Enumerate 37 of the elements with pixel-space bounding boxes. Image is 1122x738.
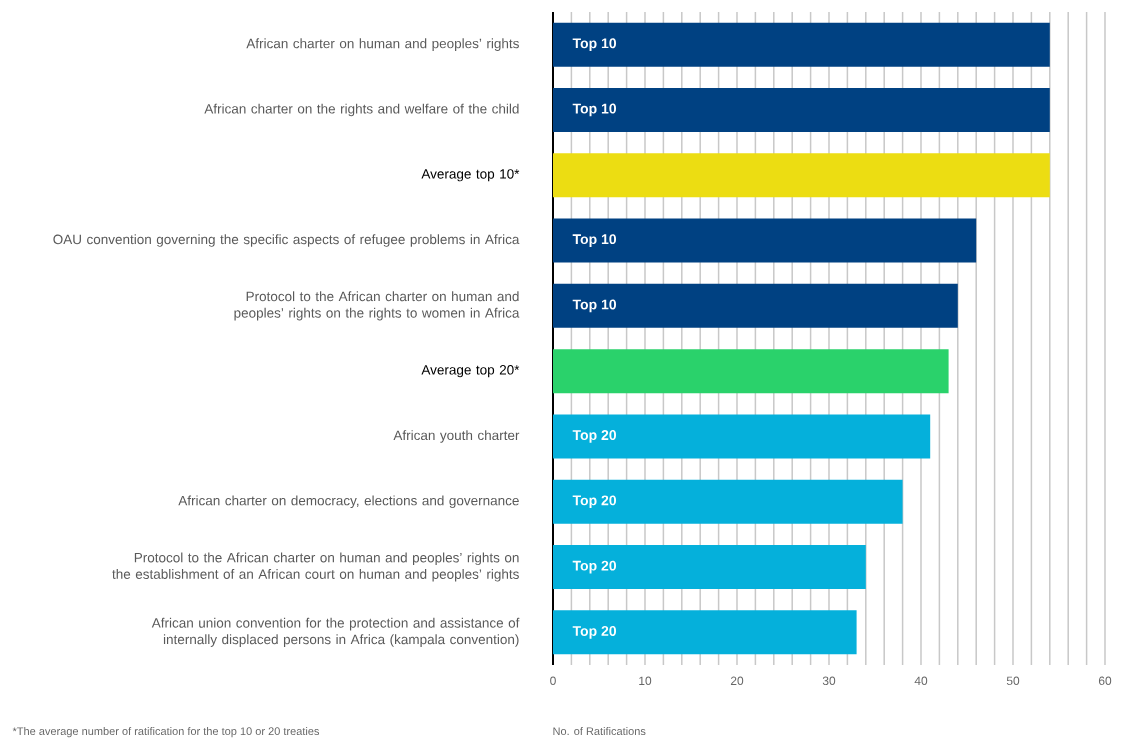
bar [553, 479, 903, 524]
x-tick-label: 30 [822, 676, 836, 686]
x-tick-label: 40 [914, 676, 928, 686]
text: Top 20 [572, 495, 617, 509]
x-tick-label: 10 [639, 676, 652, 686]
y-tick-label: African charter on the rights and welfare of the child [204, 103, 519, 117]
y-tick-label: African charter on human and peoples’ rights [246, 38, 519, 51]
x-tick-label: 0 [550, 676, 556, 686]
x-tick-label: 50 [1006, 676, 1020, 686]
text: Top 10 [572, 299, 617, 313]
text: Top 10 [572, 103, 617, 117]
bar [553, 414, 931, 459]
bar [553, 153, 1050, 198]
bar [553, 283, 958, 328]
bar [553, 22, 1050, 67]
text: *The average number of ratification for the top 10 or 20 treaties [12, 727, 320, 738]
bar [553, 218, 977, 263]
x-tick-label: 20 [730, 676, 744, 686]
y-tick-label: African charter on democracy, elections and governance [178, 495, 519, 509]
y-tick-label: African youth charter [393, 430, 520, 443]
bar [553, 349, 949, 394]
y-tick-label: Protocol to the African charter on human and peoples’ rights on the establishment of an African court on human and peoples’ rights [112, 552, 519, 582]
x-axis-title: No. of Ratifications [553, 727, 646, 736]
text: Top 20 [572, 560, 617, 574]
bar [553, 610, 857, 655]
text: Top 20 [572, 625, 617, 639]
text: Top 10 [572, 38, 617, 51]
y-tick-label: Protocol to the African charter on human and peoples’ rights on the rights to women in Africa [234, 291, 520, 321]
bar [553, 87, 1050, 132]
y-tick-label: OAU convention governing the specific aspects of refugee problems in Africa [53, 234, 520, 247]
series-label: Top 10 [572, 234, 617, 247]
y-tick-label: Average top 10* [421, 169, 520, 182]
bar [553, 545, 866, 590]
y-tick-label: African union convention for the protection and assistance of internally displaced persons in Africa (kampala convention) [151, 617, 520, 647]
series-label: Top 20 [572, 430, 617, 443]
y-tick-label: Average top 20* [421, 365, 520, 378]
x-tick-label: 60 [1098, 676, 1112, 686]
